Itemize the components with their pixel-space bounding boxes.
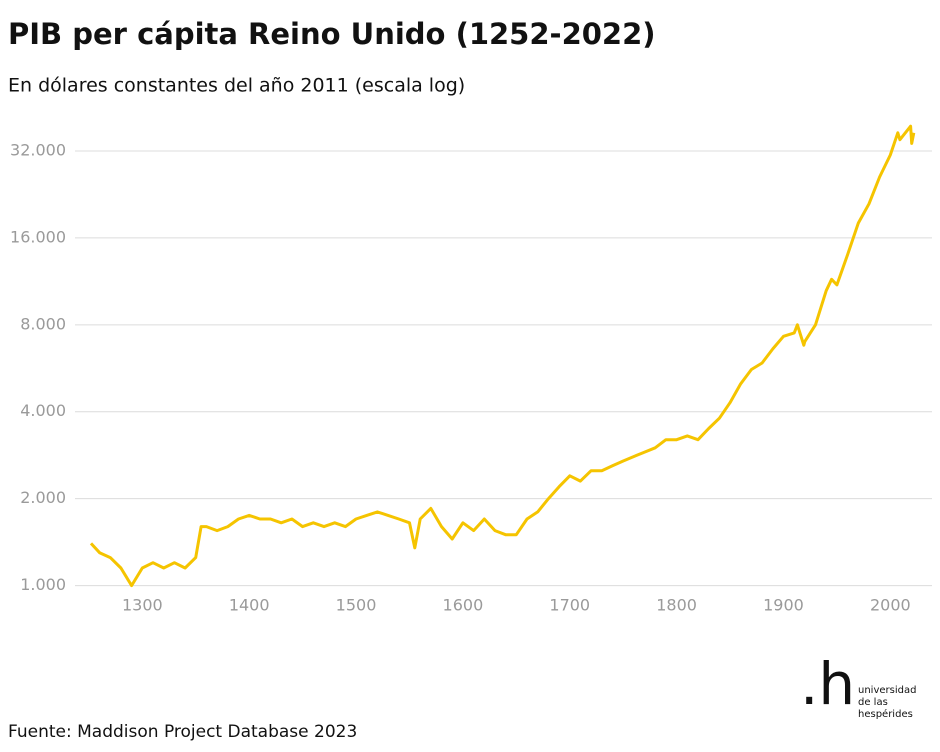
y-tick-label: 32.000 (10, 140, 66, 159)
x-tick-label: 1600 (443, 596, 484, 615)
x-tick-label: 1400 (229, 596, 270, 615)
x-tick-label: 1900 (763, 596, 804, 615)
line (89, 124, 916, 588)
logo-text: universidad (858, 685, 916, 696)
logo-text: hespérides (858, 708, 913, 720)
source: Fuente: Maddison Project Database 2023 (8, 722, 357, 742)
x-tick-label: 1300 (122, 596, 163, 615)
logo-mark: .h (800, 650, 855, 718)
y-tick-label: 8.000 (20, 314, 66, 333)
x-tick-label: 1700 (549, 596, 590, 615)
x-tick-label: 1800 (656, 596, 697, 615)
y-tick-label: 4.000 (20, 401, 66, 420)
y-tick-label: 1.000 (20, 575, 66, 594)
y-tick-label: 2.000 (20, 488, 66, 507)
chart-title: PIB per cápita Reino Unido (1252-2022) (8, 17, 656, 51)
chart-subtitle: En dólares constantes del año 2011 (esca… (8, 75, 465, 97)
logo-text: de las (858, 697, 888, 708)
x-tick-label: 1500 (336, 596, 377, 615)
y-tick-label: 16.000 (10, 227, 66, 246)
x-tick-label: 2000 (870, 596, 911, 615)
